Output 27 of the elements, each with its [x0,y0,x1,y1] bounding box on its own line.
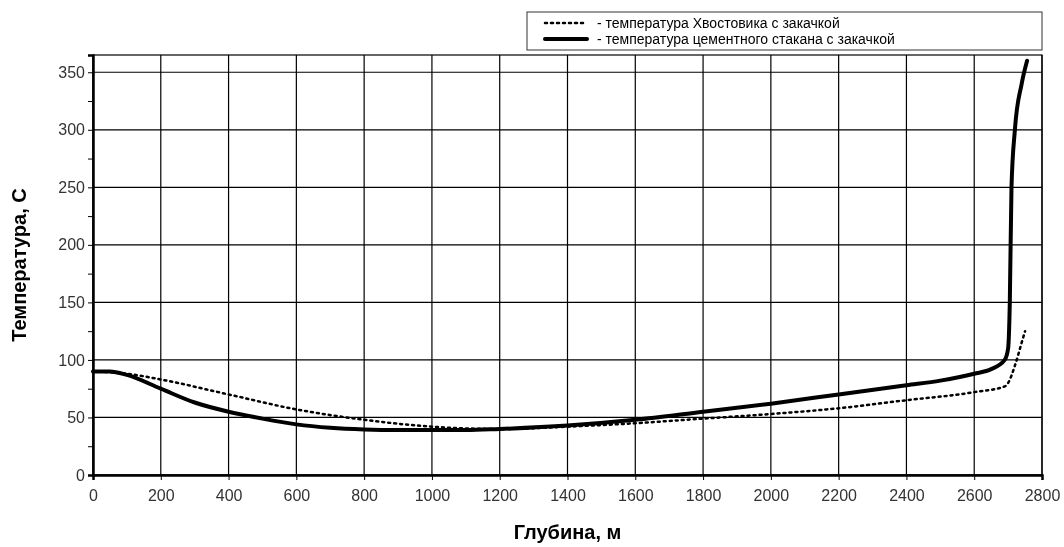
x-tick-label: 1400 [550,486,586,504]
y-tick-label: 150 [58,294,86,312]
y-tick-label: 50 [67,409,86,427]
x-tick-label: 2600 [956,486,993,504]
x-tick-label: 200 [147,486,175,504]
x-tick-label: 1200 [482,486,519,504]
x-tick-label: 2800 [1024,486,1061,504]
y-tick-label: 250 [58,178,86,196]
y-tick-label: 100 [58,351,86,369]
y-tick-label: 200 [58,236,86,254]
x-tick-label: 800 [351,486,379,504]
x-tick-label: 600 [283,486,311,504]
x-tick-label: 1600 [617,486,654,504]
x-tick-label: 2000 [753,486,790,504]
x-tick-label: 1800 [685,486,722,504]
x-tick-label: 0 [89,486,99,504]
x-tick-label: 400 [215,486,243,504]
y-tick-label: 300 [58,121,86,139]
y-axis-title: Температура, С [8,188,30,342]
x-axis-title: Глубина, м [513,521,622,543]
x-tick-label: 2400 [889,486,925,504]
y-tick-label: 0 [76,466,86,484]
x-tick-label: 1000 [414,486,451,504]
y-tick-label: 350 [58,63,86,81]
x-tick-label: 2200 [821,486,858,504]
legend-label: - температура Хвостовика с закачкой [597,15,840,31]
legend-label: - температура цементного стакана с закачкой [597,31,895,47]
